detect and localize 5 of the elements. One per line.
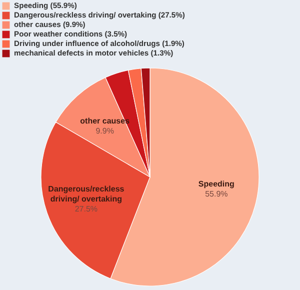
- text: Dangerous/reckless driving/ overtaking: [48, 184, 124, 204]
- text: Speeding: [198, 179, 234, 188]
- data-label: 55.9%: [205, 189, 228, 198]
- data-label: 9.9%: [96, 126, 114, 136]
- data-label: 27.5%: [74, 204, 98, 214]
